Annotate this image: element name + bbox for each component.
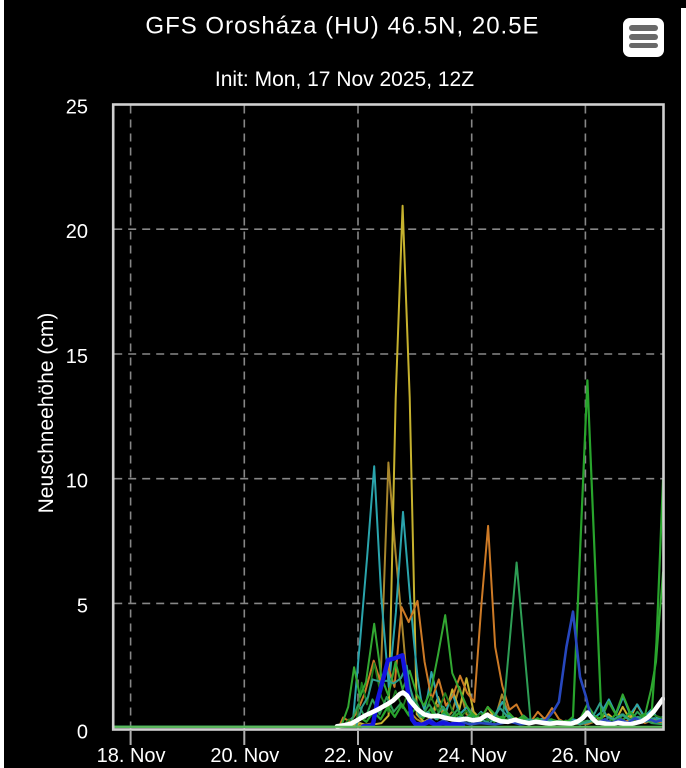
svg-text:0: 0 [77, 722, 88, 744]
svg-text:Init: Mon, 17 Nov 2025, 12Z: Init: Mon, 17 Nov 2025, 12Z [215, 68, 474, 91]
svg-text:10: 10 [66, 471, 88, 493]
svg-text:25: 25 [66, 97, 88, 119]
svg-text:26. Nov: 26. Nov [551, 745, 620, 767]
svg-text:GFS Orosháza (HU) 46.5N, 20.5E: GFS Orosháza (HU) 46.5N, 20.5E [145, 13, 539, 40]
svg-text:24. Nov: 24. Nov [438, 745, 507, 767]
svg-text:22. Nov: 22. Nov [324, 745, 393, 767]
svg-text:Neuschneehöhe (cm): Neuschneehöhe (cm) [35, 313, 58, 514]
svg-text:15: 15 [66, 346, 88, 368]
svg-text:20. Nov: 20. Nov [210, 745, 279, 767]
svg-text:20: 20 [66, 221, 88, 243]
svg-text:5: 5 [77, 595, 88, 617]
svg-text:18. Nov: 18. Nov [97, 745, 166, 767]
